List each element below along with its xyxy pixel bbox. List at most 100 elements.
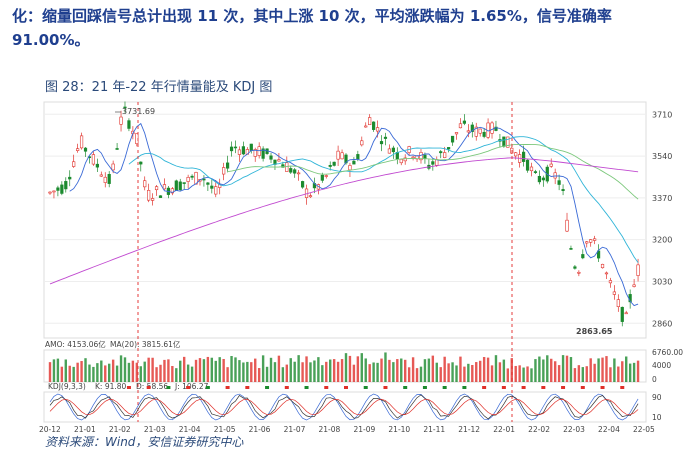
candle-body: [632, 284, 636, 287]
kdj-signal-marker: [245, 386, 250, 389]
volume-bar: [404, 359, 407, 382]
candle-body: [60, 184, 64, 194]
volume-bar: [325, 361, 328, 382]
x-tick-label: 21-02: [109, 425, 131, 434]
volume-bar: [218, 357, 221, 382]
volume-bar: [415, 368, 419, 382]
volume-bar: [285, 364, 288, 382]
candle-body: [76, 148, 80, 151]
volume-bar: [498, 362, 502, 382]
volume-bar: [175, 368, 178, 382]
candle-body: [269, 155, 273, 160]
volume-bar: [546, 355, 549, 382]
volume-bar: [636, 360, 640, 382]
volume-bar: [396, 359, 399, 382]
volume-bar: [447, 363, 450, 382]
summary-text: 化：缩量回踩信号总计出现 11 次，其中上涨 10 次，平均涨跌幅为 1.65%…: [12, 4, 695, 52]
volume-bar: [494, 355, 498, 382]
kdj-signal-marker: [186, 386, 191, 389]
volume-bar: [565, 355, 569, 382]
volume-bar: [281, 367, 285, 382]
candle-body: [537, 175, 541, 183]
volume-bar: [530, 368, 533, 382]
candle-body: [514, 152, 518, 157]
candle-body: [581, 254, 585, 259]
candle-body: [502, 136, 506, 147]
candle-body: [241, 146, 245, 155]
candle-body: [561, 189, 565, 191]
volume-bar: [360, 353, 363, 382]
volume-bar: [475, 362, 478, 382]
candle-body: [261, 148, 265, 159]
candle-body: [139, 161, 143, 165]
volume-bar: [198, 358, 202, 382]
candle-body: [154, 186, 159, 191]
volume-bar: [605, 356, 608, 382]
candle-body: [569, 248, 573, 250]
volume-bar: [332, 359, 336, 382]
kdj-signal-marker: [284, 386, 289, 389]
volume-bar: [179, 360, 182, 382]
candle-body: [636, 264, 640, 276]
candle-body: [419, 152, 423, 161]
volume-bar: [356, 356, 360, 382]
candle-body: [226, 162, 230, 169]
ma-long-line: [227, 143, 639, 200]
volume-bar: [510, 358, 513, 382]
volume-bar: [542, 359, 545, 382]
x-tick-label: 22-01: [493, 425, 515, 434]
volume-bar: [427, 358, 431, 382]
candle-body: [529, 166, 534, 172]
candle-body: [608, 280, 613, 284]
volume-bar: [482, 357, 486, 382]
volume-bar: [435, 362, 438, 382]
volume-bar: [463, 366, 466, 382]
volume-bar: [108, 363, 111, 382]
volume-bar: [72, 366, 75, 382]
volume-bar: [273, 362, 277, 382]
kdj-signal-marker: [403, 386, 408, 389]
volume-bar: [167, 359, 170, 382]
candle-body: [328, 165, 332, 167]
volume-bar: [423, 359, 427, 382]
candle-body: [553, 172, 557, 179]
ma-short-line: [69, 122, 639, 307]
volume-bar: [376, 362, 379, 382]
kdj-signal-marker: [580, 386, 585, 389]
volume-bar: [593, 363, 596, 382]
candle-body: [308, 195, 313, 198]
volume-bar: [569, 357, 573, 382]
candle-body: [64, 181, 68, 190]
candle-body: [494, 126, 498, 131]
candle-body: [151, 198, 155, 201]
volume-bar: [297, 355, 300, 382]
volume-bar: [601, 357, 604, 382]
volume-bar: [518, 365, 521, 382]
volume-bar: [632, 362, 636, 382]
volume-bar: [534, 359, 537, 382]
candle-body: [612, 291, 616, 295]
volume-bar: [155, 367, 158, 382]
candle-body: [423, 154, 427, 159]
candle-body: [190, 175, 194, 178]
candle-body: [450, 135, 455, 143]
kdj-label: KDJ(9,3,3): [48, 382, 86, 391]
volume-bar: [502, 359, 506, 382]
candle-body: [439, 151, 443, 154]
candle-body: [577, 271, 581, 274]
candle-body: [277, 159, 281, 162]
kdj-signal-marker: [324, 386, 329, 389]
candle-body: [289, 168, 293, 173]
candle-body: [170, 188, 174, 194]
candle-body: [162, 184, 167, 190]
volume-bar: [261, 355, 265, 382]
volume-bar: [265, 366, 269, 382]
volume-bar: [80, 361, 83, 382]
candle-body: [320, 174, 324, 181]
candle-body: [79, 135, 84, 149]
candle-body: [624, 312, 628, 315]
price-tick-label: 2860: [652, 319, 672, 328]
candle-body: [478, 128, 482, 134]
volume-bar: [336, 361, 340, 382]
